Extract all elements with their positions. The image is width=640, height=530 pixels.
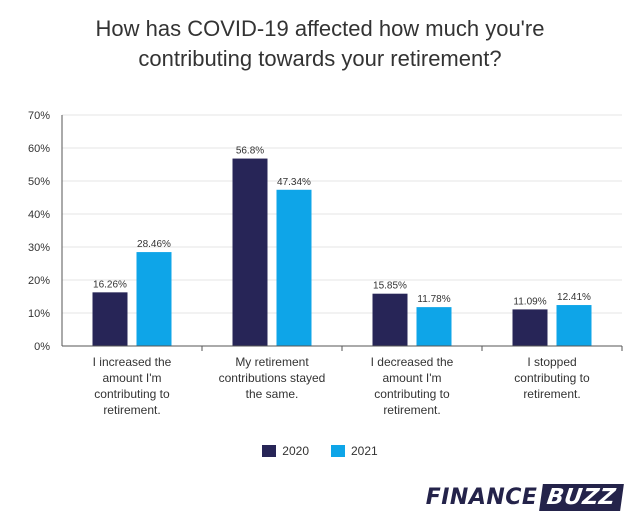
x-category-label-line: retirement.: [523, 387, 580, 401]
data-label-2021-2: 47.34%: [277, 177, 311, 188]
x-category-label-line: I increased the: [93, 355, 172, 369]
bar-chart: 0% 10% 20% 30% 40% 50% 60% 70% 16.26% 28.46% 56.8…: [28, 110, 623, 417]
y-tick-label: 10%: [28, 308, 50, 320]
x-category-label-line: contributing to: [374, 387, 450, 401]
data-label-2020-3: 15.85%: [373, 281, 407, 292]
grid: [62, 114, 622, 347]
y-axis: 0% 10% 20% 30% 40% 50% 60% 70%: [28, 110, 63, 353]
x-category-label-line: My retirement: [235, 355, 309, 369]
y-tick-label: 70%: [28, 110, 50, 122]
data-label-2020-4: 11.09%: [513, 296, 546, 307]
chart-title-line-2: contributing towards your retirement?: [138, 46, 502, 71]
data-label-2020-2: 56.8%: [236, 146, 264, 157]
x-category-label-line: retirement.: [383, 403, 440, 417]
x-category-label-line: the same.: [246, 387, 299, 401]
data-label-2021-1: 28.46%: [137, 239, 171, 250]
logo-part-finance: FINANCE: [425, 485, 538, 510]
x-category-label-line: contributing to: [94, 387, 170, 401]
data-label-2021-3: 11.78%: [417, 294, 450, 305]
legend-item-2021[interactable]: 2021: [331, 444, 378, 458]
x-category-label-line: retirement.: [103, 403, 160, 417]
y-tick-label: 20%: [28, 275, 50, 287]
legend-label-2020: 2020: [282, 444, 309, 458]
financebuzz-logo: FINANCE BUZZ: [425, 484, 624, 511]
x-category-label: My retirement contributions stayed the sam…: [219, 355, 326, 401]
chart-title: How has COVID-19 affected how much you'r…: [0, 14, 640, 74]
bar-2021-1[interactable]: [136, 252, 172, 346]
x-category-label: I stopped contributing to retirement.: [514, 355, 590, 401]
x-category-label-line: I stopped: [527, 355, 576, 369]
data-label-2021-4: 12.41%: [557, 292, 591, 303]
legend-label-2021: 2021: [351, 444, 378, 458]
x-category-label: I decreased the amount I'm contributing to…: [371, 355, 454, 417]
x-category-label: I increased the amount I'm contributing to…: [93, 355, 172, 417]
x-category-label-line: I decreased the: [371, 355, 454, 369]
bar-2020-1[interactable]: [92, 292, 128, 346]
x-category-label-line: amount I'm: [383, 371, 442, 385]
y-tick-label: 40%: [28, 209, 50, 221]
bars: 16.26% 28.46% 56.8% 47.34% 15.85% 11.78% 11.09…: [92, 146, 592, 346]
y-tick-label: 30%: [28, 242, 50, 254]
bar-2020-4[interactable]: [512, 309, 548, 346]
legend: 2020 2021: [0, 444, 640, 458]
x-category-label-line: contributions stayed: [219, 371, 326, 385]
x-category-label-line: contributing to: [514, 371, 590, 385]
bar-2021-4[interactable]: [556, 305, 592, 346]
x-axis: I increased the amount I'm contributing to…: [62, 345, 623, 417]
y-tick-label: 50%: [28, 176, 50, 188]
legend-swatch-2020: [262, 445, 277, 457]
y-tick-label: 60%: [28, 143, 50, 155]
chart-title-line-1: How has COVID-19 affected how much you'r…: [95, 16, 545, 41]
legend-swatch-2021: [331, 445, 345, 457]
logo-part-buzz: BUZZ: [539, 484, 624, 511]
bar-2020-2[interactable]: [232, 158, 268, 346]
y-tick-label: 0%: [34, 341, 50, 353]
bar-2021-2[interactable]: [276, 189, 312, 346]
x-category-label-line: amount I'm: [103, 371, 162, 385]
data-label-2020-1: 16.26%: [93, 279, 127, 290]
bar-2021-3[interactable]: [416, 307, 452, 346]
bar-2020-3[interactable]: [372, 293, 408, 346]
legend-item-2020[interactable]: 2020: [262, 444, 309, 458]
